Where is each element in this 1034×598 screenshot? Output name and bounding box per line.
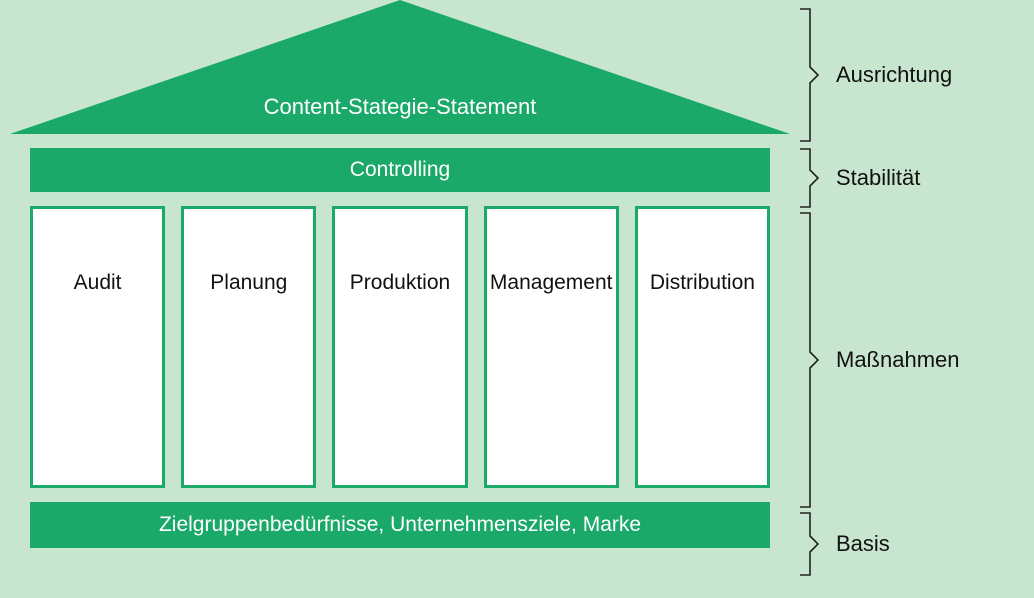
pillar-label: Audit [74, 271, 122, 295]
bracket-controlling [800, 148, 824, 208]
pillar-label: Distri­bution [650, 271, 755, 295]
pillar-audit: Audit [30, 206, 165, 488]
pillar-distribution: Distri­bution [635, 206, 770, 488]
roof-label: Content-Stategie-Statement [10, 94, 790, 120]
bracket-pillars [800, 212, 824, 508]
pillar-label: Manage­ment [490, 271, 613, 295]
pillar-label: Produk­tion [350, 271, 450, 295]
side-label-text: Maßnahmen [836, 347, 960, 373]
brackets-column [800, 0, 824, 580]
side-label-text: Ausrichtung [836, 62, 952, 88]
bracket-roof [800, 8, 824, 142]
side-label-text: Basis [836, 531, 890, 557]
side-labels-column: Ausrichtung Stabilität Maßnahmen Basis [836, 0, 1026, 580]
side-label-text: Stabilität [836, 165, 920, 191]
pillar-produktion: Produk­tion [332, 206, 467, 488]
bracket-base [800, 512, 824, 576]
side-label-massnahmen: Maßnahmen [836, 212, 1026, 508]
pillar-management: Manage­ment [484, 206, 619, 488]
diagram-canvas: Content-Stategie-Statement Controlling A… [0, 0, 1034, 598]
side-label-basis: Basis [836, 512, 1026, 576]
house: Content-Stategie-Statement Controlling A… [10, 0, 790, 580]
pillars-row: Audit Planung Produk­tion Manage­ment Di… [30, 206, 770, 488]
pillar-planung: Planung [181, 206, 316, 488]
pillar-label: Planung [210, 271, 287, 295]
roof: Content-Stategie-Statement [10, 0, 790, 134]
side-label-ausrichtung: Ausrichtung [836, 8, 1026, 142]
base-bar: Zielgruppenbedürfnisse, Unternehmensziel… [30, 502, 770, 548]
side-label-stabilitaet: Stabilität [836, 148, 1026, 208]
base-label: Zielgruppenbedürfnisse, Unternehmensziel… [159, 513, 641, 537]
controlling-bar: Controlling [30, 148, 770, 192]
controlling-label: Controlling [350, 158, 450, 182]
